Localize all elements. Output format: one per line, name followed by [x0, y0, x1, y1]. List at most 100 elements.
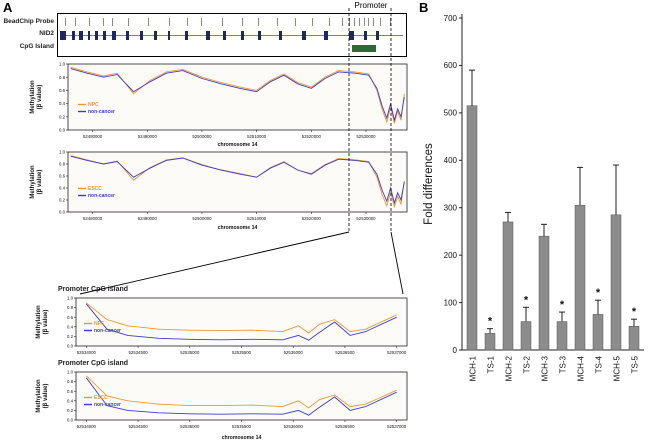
svg-text:52534500: 52534500 [129, 424, 149, 429]
panel-b-label: B [419, 0, 429, 15]
svg-text:52534000: 52534000 [77, 424, 97, 429]
svg-text:52535500: 52535500 [232, 424, 252, 429]
svg-text:(β value): (β value) [37, 85, 43, 110]
svg-text:TS-5: TS-5 [631, 355, 640, 373]
svg-text:52535000: 52535000 [180, 424, 200, 429]
svg-text:ESCC: ESCC [94, 395, 108, 401]
svg-text:*: * [488, 316, 493, 328]
svg-text:NPC: NPC [88, 102, 99, 108]
svg-text:52490000: 52490000 [138, 216, 158, 221]
svg-text:MCH-5: MCH-5 [613, 355, 622, 381]
svg-text:52500000: 52500000 [192, 216, 212, 221]
svg-text:700: 700 [444, 14, 458, 23]
svg-text:0.8: 0.8 [59, 75, 66, 80]
svg-text:52480000: 52480000 [83, 134, 103, 139]
beadchip-probe-label: BeadChip Probe [3, 18, 54, 25]
svg-text:0.4: 0.4 [67, 324, 74, 329]
svg-text:0.4: 0.4 [67, 398, 74, 403]
svg-text:(β value): (β value) [43, 384, 49, 409]
svg-text:52500000: 52500000 [192, 134, 212, 139]
svg-text:*: * [524, 294, 529, 306]
npc-zoom-chart-title: Promoter CpG island [58, 286, 129, 293]
svg-text:52537000: 52537000 [387, 424, 407, 429]
nid2-gene-label: NID2 [39, 30, 54, 37]
escc-zoom-chart-title: Promoter CpG island [58, 360, 129, 367]
svg-text:52536500: 52536500 [335, 350, 355, 355]
promoter-label: Promoter [354, 1, 388, 10]
svg-text:0.0: 0.0 [59, 128, 66, 133]
npc-promoter-zoom-chart: 0.0 0.2 0.4 0.6 0.8 1.0 52534000 52534500 525350… [36, 296, 408, 355]
svg-text:52520000: 52520000 [302, 134, 322, 139]
svg-text:0.4: 0.4 [59, 186, 66, 191]
svg-text:1.0: 1.0 [67, 296, 74, 301]
svg-text:Methylation: Methylation [36, 379, 42, 413]
svg-text:52535000: 52535000 [180, 350, 200, 355]
svg-text:non-cancer: non-cancer [94, 402, 121, 408]
svg-text:Methylation: Methylation [30, 165, 36, 199]
svg-text:52480000: 52480000 [83, 216, 103, 221]
svg-text:chromosome 14: chromosome 14 [218, 225, 258, 231]
svg-text:0.0: 0.0 [67, 344, 74, 349]
svg-text:52490000: 52490000 [138, 134, 158, 139]
svg-text:52510000: 52510000 [247, 134, 267, 139]
svg-text:52530000: 52530000 [356, 216, 376, 221]
svg-text:52536500: 52536500 [335, 424, 355, 429]
svg-text:52534500: 52534500 [129, 350, 149, 355]
svg-text:NPC: NPC [94, 321, 105, 327]
svg-text:0.8: 0.8 [67, 305, 74, 310]
svg-text:MCH-3: MCH-3 [541, 355, 550, 381]
svg-text:0.4: 0.4 [59, 101, 66, 106]
npc-genome-methylation-chart: 0.0 0.2 0.4 0.6 0.8 1.0 52480000 52490000 525000… [30, 62, 408, 148]
fold-differences-bar-chart: 0 100 200 300 400 500 600 700 MCH-1 * TS-1 MCH-2 * TS… [423, 14, 644, 381]
svg-text:52510000: 52510000 [247, 216, 267, 221]
svg-text:500: 500 [444, 109, 458, 118]
svg-text:non-cancer: non-cancer [88, 109, 115, 115]
svg-text:0.6: 0.6 [59, 174, 66, 179]
svg-text:MCH-2: MCH-2 [505, 355, 514, 381]
svg-text:52536000: 52536000 [284, 424, 304, 429]
svg-text:52534000: 52534000 [77, 350, 97, 355]
svg-text:0.8: 0.8 [67, 379, 74, 384]
svg-text:TS-2: TS-2 [523, 355, 532, 373]
svg-text:400: 400 [444, 156, 458, 165]
svg-text:Fold differences: Fold differences [423, 143, 435, 225]
svg-text:0: 0 [453, 346, 458, 355]
svg-text:600: 600 [444, 61, 458, 70]
svg-text:non-cancer: non-cancer [94, 328, 121, 334]
svg-text:1.0: 1.0 [59, 150, 66, 155]
svg-text:*: * [596, 287, 601, 299]
svg-text:100: 100 [444, 298, 458, 307]
svg-text:0.2: 0.2 [59, 198, 66, 203]
svg-text:(β value): (β value) [43, 310, 49, 335]
svg-text:52520000: 52520000 [302, 216, 322, 221]
svg-text:1.0: 1.0 [59, 62, 66, 67]
svg-text:*: * [560, 299, 565, 311]
svg-text:0.2: 0.2 [67, 334, 74, 339]
svg-text:0.0: 0.0 [67, 418, 74, 423]
svg-text:MCH-4: MCH-4 [577, 355, 586, 381]
svg-text:Methylation: Methylation [30, 80, 36, 114]
svg-text:0.8: 0.8 [59, 162, 66, 167]
escc-genome-methylation-chart: 0.0 0.2 0.4 0.6 0.8 1.0 52480000 52490000 525000… [30, 150, 408, 231]
svg-text:chromosome 14: chromosome 14 [222, 435, 262, 441]
escc-promoter-zoom-chart: 0.0 0.2 0.4 0.6 0.8 1.0 52534000 52534500 525350… [36, 370, 408, 441]
svg-text:TS-3: TS-3 [559, 355, 568, 373]
svg-text:52537000: 52537000 [387, 350, 407, 355]
svg-text:52536000: 52536000 [284, 350, 304, 355]
svg-text:0.2: 0.2 [67, 408, 74, 413]
svg-text:TS-4: TS-4 [595, 355, 604, 373]
panel-a-label: A [3, 0, 13, 15]
svg-text:MCH-1: MCH-1 [469, 355, 478, 381]
svg-text:*: * [632, 306, 637, 318]
svg-text:chromosome 14: chromosome 14 [218, 142, 258, 148]
svg-text:(β value): (β value) [37, 170, 43, 195]
gene-structure-track [57, 13, 407, 57]
svg-text:0.2: 0.2 [59, 114, 66, 119]
svg-text:ESCC: ESCC [88, 186, 102, 192]
svg-text:1.0: 1.0 [67, 370, 74, 375]
svg-text:0.6: 0.6 [59, 88, 66, 93]
svg-text:Methylation: Methylation [36, 305, 42, 339]
svg-text:TS-1: TS-1 [487, 355, 496, 373]
svg-text:non-cancer: non-cancer [88, 193, 115, 199]
